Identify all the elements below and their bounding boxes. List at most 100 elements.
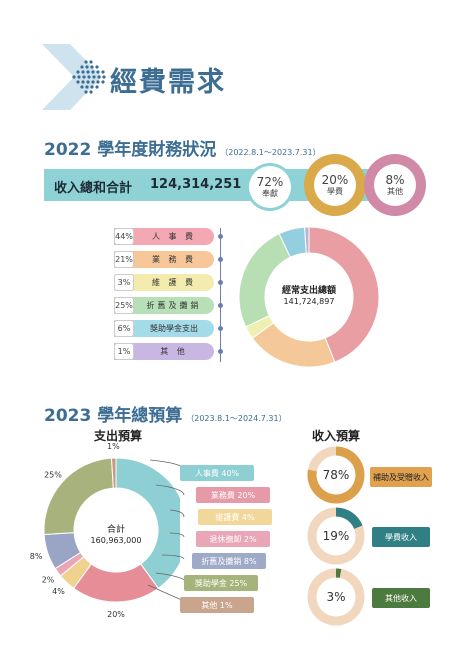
expense-label-scholarship: 獎助學金 25% (184, 575, 258, 591)
donut-data-label: 8% (30, 552, 43, 561)
donut-slice-depreciation (238, 232, 291, 328)
section-2023-range: （2023.8.1～2024.7.31） (186, 414, 287, 423)
header-dot (80, 85, 84, 89)
income-total-label: 收入總和合計 (54, 181, 133, 196)
donut-2023-center-value: 160,963,000 (90, 536, 142, 545)
header-dot (81, 70, 85, 74)
category-name: 獎助學金支出 (150, 324, 198, 333)
section-2022-title: 2022 學年度財務狀況 （2022.8.1～2023.7.31） (44, 135, 321, 160)
source-tuition-pct: 20% (321, 173, 349, 187)
source-tuition-label: 學費 (327, 187, 343, 196)
category-bar (114, 274, 214, 291)
donut-2023-center-label: 合計 (106, 525, 125, 535)
donut-slice-other (110, 457, 117, 489)
category-pct: 21% (114, 251, 134, 268)
expense-label-operations: 業務費 20% (196, 487, 270, 503)
category-bar (114, 320, 214, 337)
income-total-amount: 124,314,251 (150, 177, 242, 192)
header-dot (102, 75, 106, 79)
revenue-budget-title: 收入預算 (312, 429, 361, 443)
expense-label-maintenance: 維護費 4% (198, 509, 272, 525)
category-name: 維 護 費 (151, 278, 197, 287)
category-bar (114, 228, 214, 245)
header-dot (85, 65, 89, 69)
source-circle-donation: 72% 奉獻 (246, 163, 294, 211)
header-dot (80, 65, 84, 69)
section-2022-range: （2022.8.1～2023.7.31） (220, 148, 321, 157)
connector-dot (218, 257, 223, 262)
source-donation-label: 奉獻 (262, 189, 278, 198)
revenue-ring-value (336, 507, 363, 529)
category-pct: 25% (114, 297, 134, 314)
connector-dot (218, 234, 223, 239)
header-dot (84, 90, 88, 94)
category-connector-line (220, 228, 221, 362)
category-pct: 3% (114, 274, 134, 291)
donut-2023-center: 合計 160,963,000 (76, 522, 156, 545)
header-dot (84, 60, 88, 64)
category-name: 折舊及攤銷 (146, 301, 202, 310)
category-bar (114, 297, 214, 314)
category-bar (114, 343, 214, 360)
revenue-other-pct: 3% (326, 590, 346, 604)
header-dot (91, 80, 95, 84)
revenue-label-tuition: 學費收入 (372, 527, 430, 547)
header-dot (76, 70, 80, 74)
donut-data-label: 1% (107, 442, 120, 451)
connector-dot (218, 326, 223, 331)
header-dot (90, 65, 94, 69)
category-pct: 6% (114, 320, 134, 337)
expense-budget-title: 支出預算 (94, 429, 143, 443)
header-dot (85, 85, 89, 89)
header-dot (101, 70, 105, 74)
donut-data-label: 25% (44, 470, 62, 479)
header-dot (97, 75, 101, 79)
revenue-subsidy-pct: 78% (322, 468, 350, 482)
header-dot (89, 90, 93, 94)
donut-slice-other (304, 226, 310, 254)
donut-data-label: 4% (52, 587, 65, 596)
category-pct: 1% (114, 343, 134, 360)
revenue-ring-subsidy (307, 446, 365, 504)
category-bar (114, 251, 214, 268)
donut-data-label: 2% (42, 575, 55, 584)
donut-slice-personnel (115, 457, 180, 589)
donut-2022-center: 經常支出總額 141,724,897 (256, 283, 362, 306)
header-dot (96, 80, 100, 84)
revenue-ring-other (307, 568, 365, 626)
connector-dot (218, 280, 223, 285)
donut-data-label: 20% (107, 610, 125, 619)
source-circle-other: 8% 其他 (364, 154, 426, 216)
section-2023-title-text: 2023 學年總預算 (44, 406, 183, 426)
expense-label-other: 其他 1% (180, 597, 254, 613)
source-other-label: 其他 (387, 187, 403, 196)
expense-2022-donut-chart (238, 226, 380, 368)
expense-label-retirement: 退休撫卹 2% (196, 531, 270, 547)
revenue-ring-value (307, 446, 365, 504)
header-dot (101, 80, 105, 84)
header-dot (89, 60, 93, 64)
header-dot (90, 85, 94, 89)
connector-dot (218, 303, 223, 308)
source-donation-pct: 72% (256, 175, 284, 189)
category-name: 人 事 費 (151, 232, 197, 241)
expense-label-depreciation: 折舊及攤銷 8% (192, 553, 266, 569)
header-dot (87, 75, 91, 79)
header-dot (96, 70, 100, 74)
header-chevron-decoration (42, 44, 106, 110)
expense-label-personnel: 人事費 40% (180, 465, 254, 481)
section-2023-title: 2023 學年總預算 （2023.8.1～2024.7.31） (44, 401, 287, 426)
header-dot (91, 70, 95, 74)
category-name: 業 務 費 (151, 255, 197, 264)
header-dot (95, 65, 99, 69)
donut-2022-center-value: 141,724,897 (283, 297, 335, 306)
header-dot (92, 75, 96, 79)
source-circle-tuition: 20% 學費 (304, 154, 366, 216)
connector-dot (218, 349, 223, 354)
source-other-pct: 8% (385, 173, 405, 187)
header-dot (95, 85, 99, 89)
revenue-ring-value (336, 568, 342, 578)
header-dot (86, 70, 90, 74)
revenue-label-other: 其他收入 (372, 588, 430, 608)
category-name: 其 他 (160, 347, 188, 356)
